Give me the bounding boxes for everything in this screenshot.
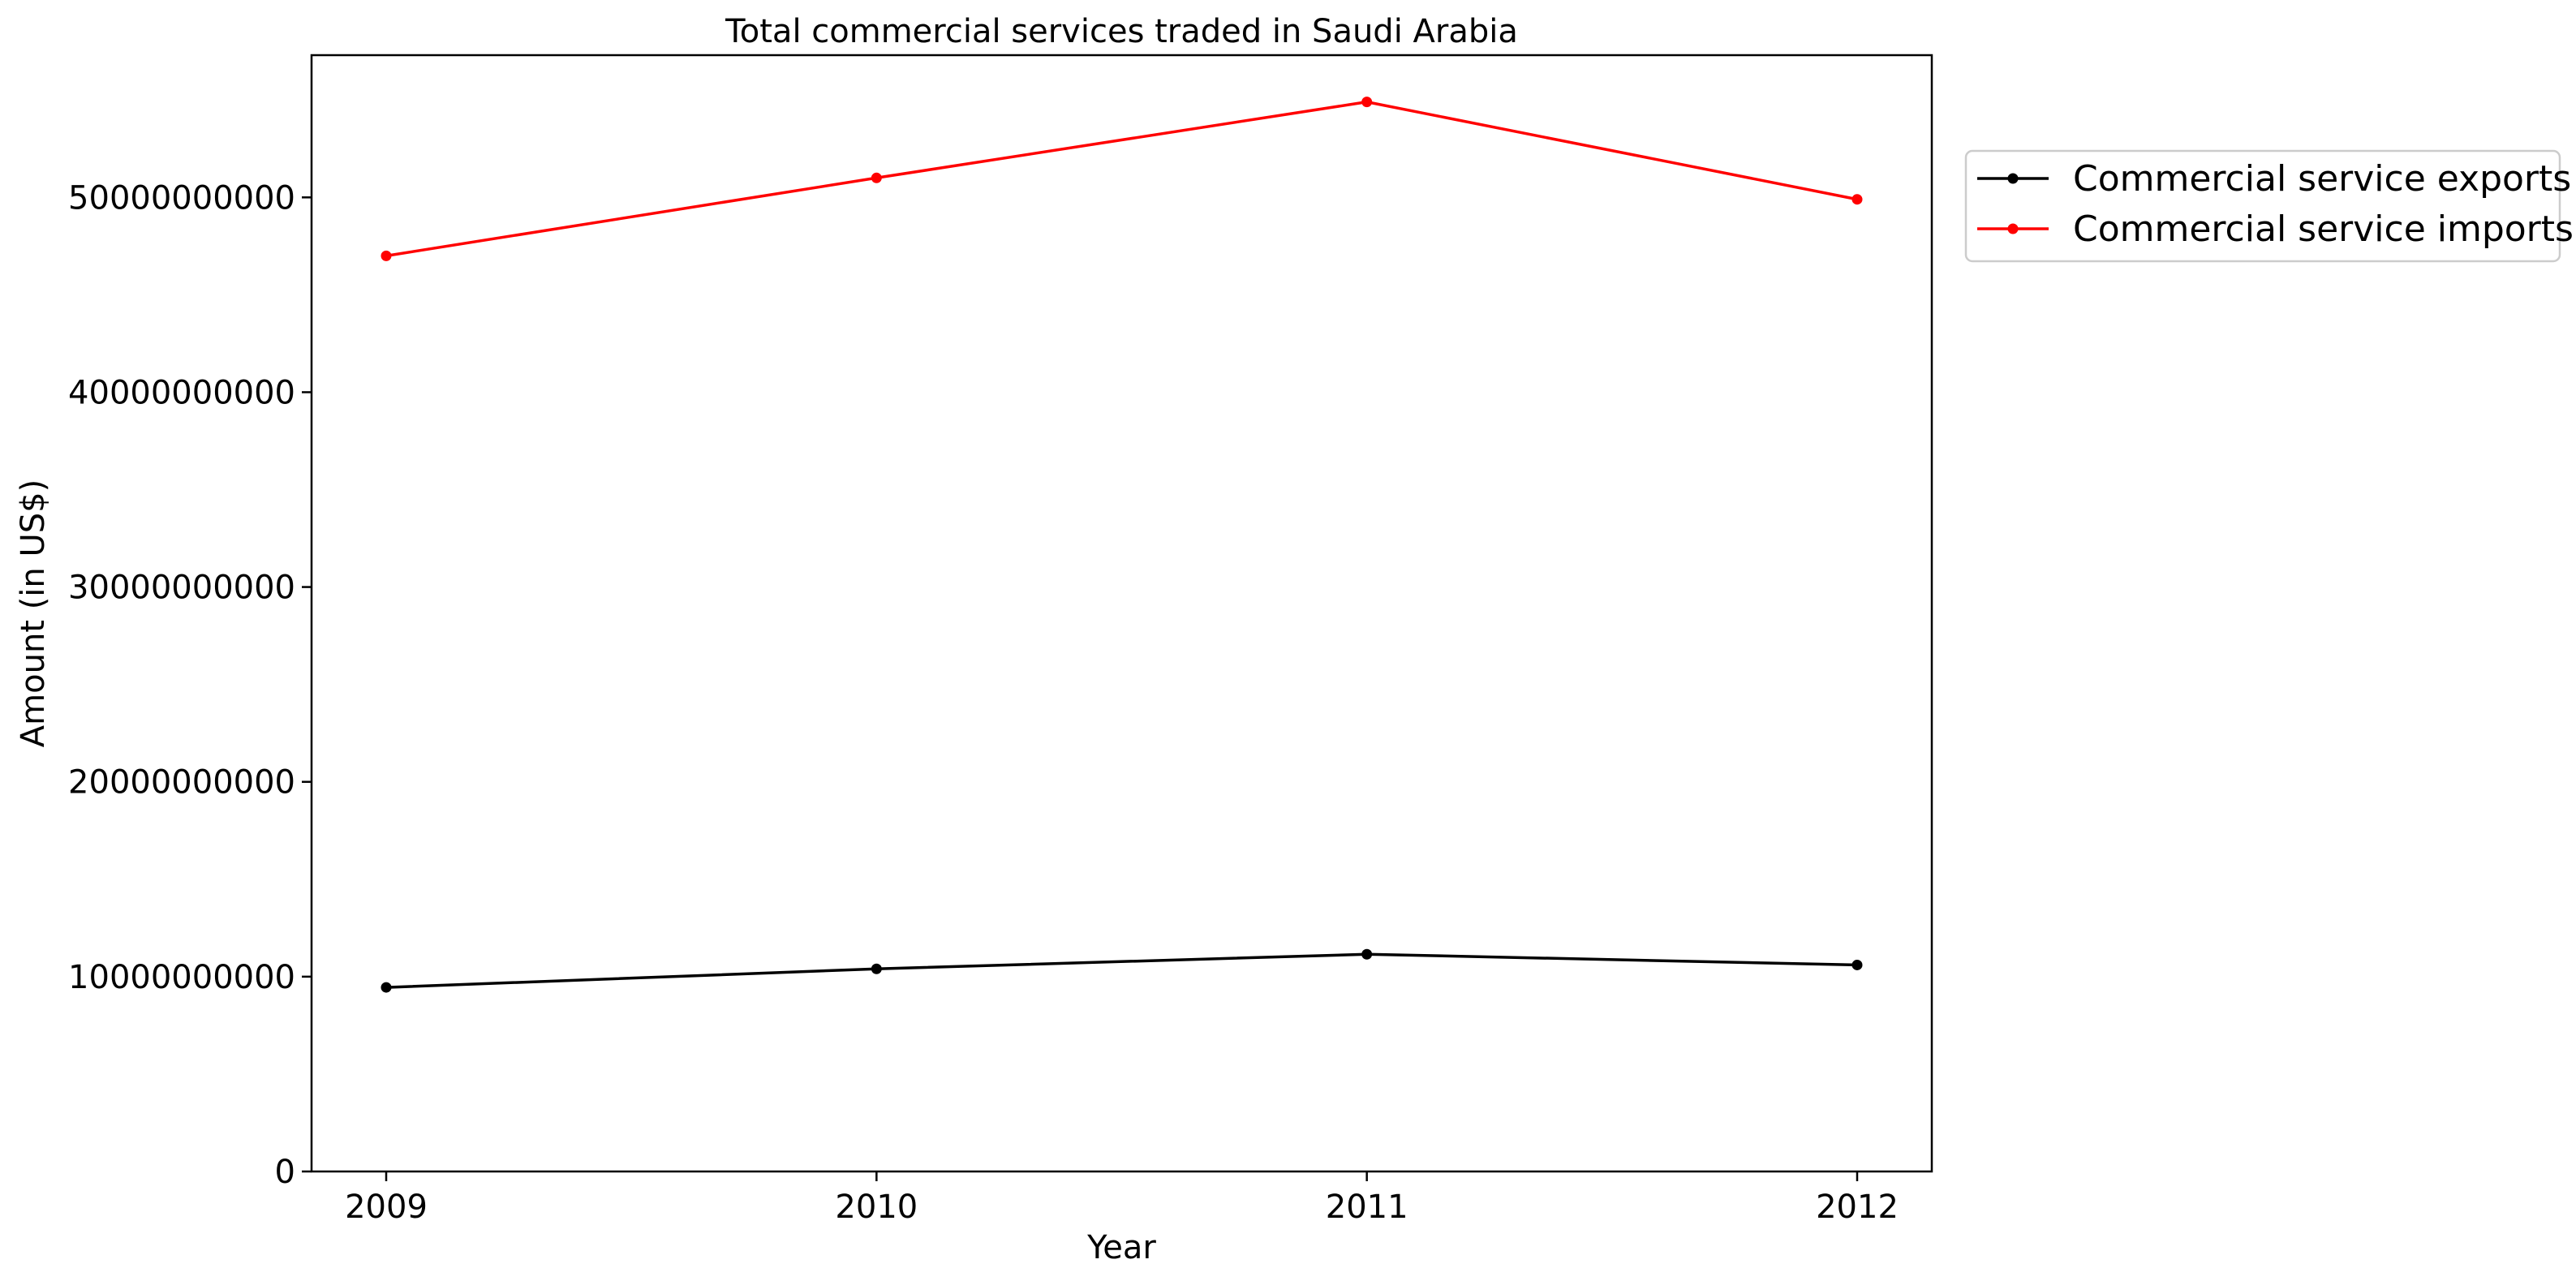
chart-title: Total commercial services traded in Saud… <box>725 13 1518 50</box>
series-line <box>385 952 1858 989</box>
y-tick-label: 0 <box>275 1154 295 1191</box>
x-axis-ticks: 2009 2010 2011 2012 <box>345 1171 1899 1226</box>
data-point <box>1851 959 1863 970</box>
legend-label: Commercial service exports <box>2073 158 2571 200</box>
data-point <box>871 172 882 183</box>
legend: Commercial service exports Commercial ser… <box>1964 149 2574 263</box>
series-0 <box>381 948 1863 993</box>
data-point <box>1851 194 1863 205</box>
plot-area-frame <box>310 54 1933 1173</box>
data-point <box>1361 97 1373 108</box>
data-point <box>871 963 882 974</box>
y-tick-label: 40000000000 <box>68 374 295 411</box>
y-tick-label: 20000000000 <box>68 764 295 802</box>
legend-item: Commercial service imports <box>1977 208 2574 250</box>
series-1 <box>381 97 1863 261</box>
y-tick-label: 30000000000 <box>68 570 295 607</box>
y-tick-label: 10000000000 <box>68 959 295 996</box>
legend-item: Commercial service exports <box>1977 158 2571 200</box>
data-point <box>381 982 392 993</box>
x-axis-title: Year <box>1086 1229 1156 1266</box>
x-tick-label: 2012 <box>1816 1189 1899 1226</box>
legend-marker <box>2007 173 2019 184</box>
legend-label: Commercial service imports <box>2073 208 2574 250</box>
y-axis-ticks: 0 10000000000 20000000000 30000000000 400000… <box>68 179 312 1191</box>
x-tick-label: 2010 <box>835 1189 918 1226</box>
legend-box <box>1964 149 2561 263</box>
x-tick-label: 2009 <box>345 1189 428 1226</box>
x-tick-label: 2011 <box>1326 1189 1408 1226</box>
data-point <box>381 250 392 261</box>
series-layer <box>381 97 1863 993</box>
series-line <box>385 100 1858 258</box>
y-axis-title: Amount (in US$) <box>15 479 52 747</box>
data-point <box>1361 948 1373 960</box>
y-tick-label: 50000000000 <box>68 179 295 217</box>
legend-marker <box>2007 223 2019 234</box>
